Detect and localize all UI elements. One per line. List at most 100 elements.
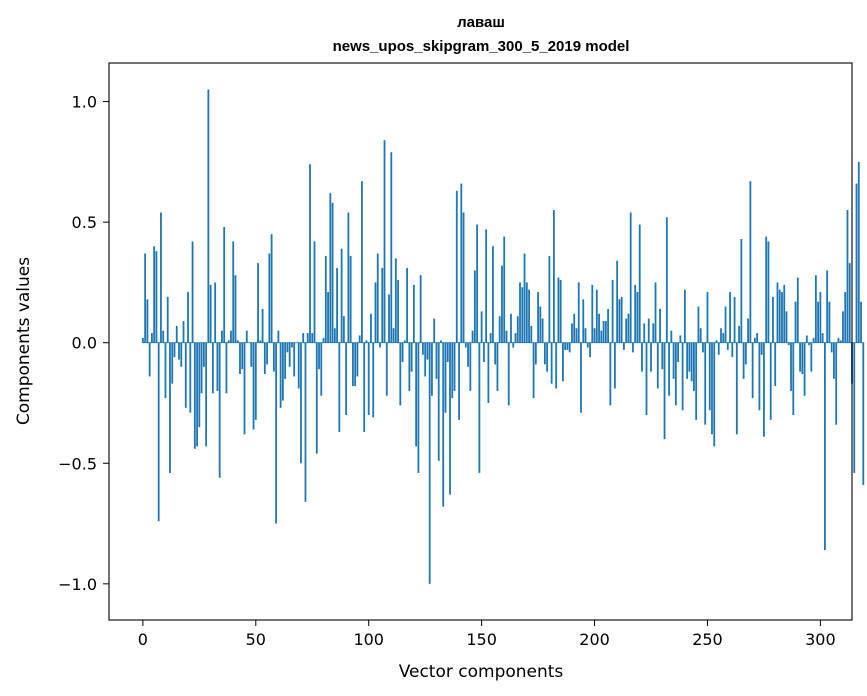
bar-component-150 xyxy=(480,311,483,343)
bar-component-198 xyxy=(589,342,591,358)
bar-component-166 xyxy=(516,316,519,343)
bar-component-124 xyxy=(422,342,424,355)
y-tick-label: 1.0 xyxy=(72,93,97,112)
bar-component-159 xyxy=(501,265,503,343)
bar-component-115 xyxy=(401,342,404,362)
bar-component-172 xyxy=(530,325,533,343)
bar-component-44 xyxy=(241,342,244,370)
bar-component-306 xyxy=(833,342,835,379)
bar-component-288 xyxy=(792,342,795,416)
bar-component-76 xyxy=(313,241,316,343)
bar-component-212 xyxy=(620,296,623,343)
bar-component-307 xyxy=(835,342,838,425)
bar-component-90 xyxy=(345,342,348,416)
bar-component-35 xyxy=(221,330,223,343)
bar-component-98 xyxy=(363,342,366,432)
bar-component-84 xyxy=(331,202,334,343)
bar-component-130 xyxy=(435,342,438,379)
bar-component-158 xyxy=(498,316,501,343)
bar-component-29 xyxy=(207,89,210,343)
y-axis-ticks: −1.0 −0.5 0.0 0.5 1.0 xyxy=(58,93,109,594)
bar-component-299 xyxy=(817,301,820,343)
bar-component-156 xyxy=(494,342,497,365)
bar-component-43 xyxy=(239,342,241,375)
x-axis-label: Vector components xyxy=(399,662,564,682)
bar-component-142 xyxy=(462,212,465,343)
bar-component-316 xyxy=(855,183,858,343)
bar-component-77 xyxy=(315,342,318,454)
bar-component-176 xyxy=(539,306,542,343)
bar-component-86 xyxy=(336,267,338,343)
bar-component-255 xyxy=(717,342,720,355)
bar-component-274 xyxy=(760,342,763,355)
bar-component-178 xyxy=(543,342,546,365)
bar-component-243 xyxy=(690,342,693,382)
bar-component-144 xyxy=(467,342,469,367)
bar-component-291 xyxy=(799,342,801,372)
bar-component-155 xyxy=(492,246,494,343)
bar-component-27 xyxy=(202,342,205,367)
bar-component-194 xyxy=(580,342,582,413)
bar-component-309 xyxy=(839,340,842,343)
bar-component-286 xyxy=(787,342,790,346)
bar-component-53 xyxy=(261,308,264,343)
bar-component-224 xyxy=(647,318,650,343)
bar-component-73 xyxy=(306,333,309,343)
y-tick-label: 0.0 xyxy=(72,334,97,353)
bar-component-192 xyxy=(575,328,578,343)
bar-component-317 xyxy=(857,161,860,343)
bar-component-223 xyxy=(645,342,648,416)
bar-component-122 xyxy=(417,342,420,473)
bar-component-163 xyxy=(510,313,512,343)
bar-component-83 xyxy=(329,193,332,343)
bar-component-213 xyxy=(623,342,625,350)
bar-component-315 xyxy=(853,342,856,473)
bar-component-170 xyxy=(525,282,528,343)
x-tick-label: 250 xyxy=(692,630,723,649)
bar-component-104 xyxy=(376,253,379,343)
bar-component-118 xyxy=(408,342,411,391)
bar-component-34 xyxy=(218,342,221,478)
bar-component-151 xyxy=(482,342,485,362)
bar-component-1 xyxy=(144,253,147,343)
bar-component-126 xyxy=(426,342,429,360)
bar-component-241 xyxy=(686,342,689,379)
bar-component-201 xyxy=(595,289,598,343)
bar-component-209 xyxy=(613,342,616,389)
bar-component-237 xyxy=(677,342,680,362)
bar-component-54 xyxy=(263,342,266,375)
bar-component-33 xyxy=(216,342,219,391)
bar-component-152 xyxy=(485,229,488,343)
y-tick-label: −0.5 xyxy=(58,454,97,473)
bar-component-184 xyxy=(557,277,560,343)
bar-component-229 xyxy=(659,308,661,343)
y-tick-label: −1.0 xyxy=(58,575,97,594)
bar-component-270 xyxy=(751,342,754,399)
bar-component-102 xyxy=(372,342,375,418)
bar-component-92 xyxy=(349,255,352,343)
bar-component-50 xyxy=(254,342,257,420)
bar-component-70 xyxy=(300,342,302,464)
bar-component-3 xyxy=(148,342,151,377)
bar-component-129 xyxy=(433,318,436,343)
bar-component-303 xyxy=(826,270,829,343)
bar-component-116 xyxy=(403,340,406,343)
bar-component-51 xyxy=(257,263,259,343)
bar-component-71 xyxy=(302,333,305,343)
bar-component-8 xyxy=(160,212,162,343)
bar-component-199 xyxy=(591,284,594,343)
bar-component-93 xyxy=(352,342,354,387)
bar-component-188 xyxy=(566,342,569,350)
bar-component-37 xyxy=(225,342,228,394)
bar-component-244 xyxy=(693,342,695,391)
bar-component-179 xyxy=(546,342,549,372)
bar-component-189 xyxy=(568,342,571,353)
bar-component-230 xyxy=(661,342,664,370)
bar-component-297 xyxy=(812,337,815,343)
bar-component-206 xyxy=(607,308,609,343)
bar-component-256 xyxy=(720,328,722,343)
bar-component-113 xyxy=(397,280,399,343)
bar-component-300 xyxy=(819,292,822,343)
bar-component-38 xyxy=(227,340,230,343)
bar-component-252 xyxy=(711,342,713,435)
